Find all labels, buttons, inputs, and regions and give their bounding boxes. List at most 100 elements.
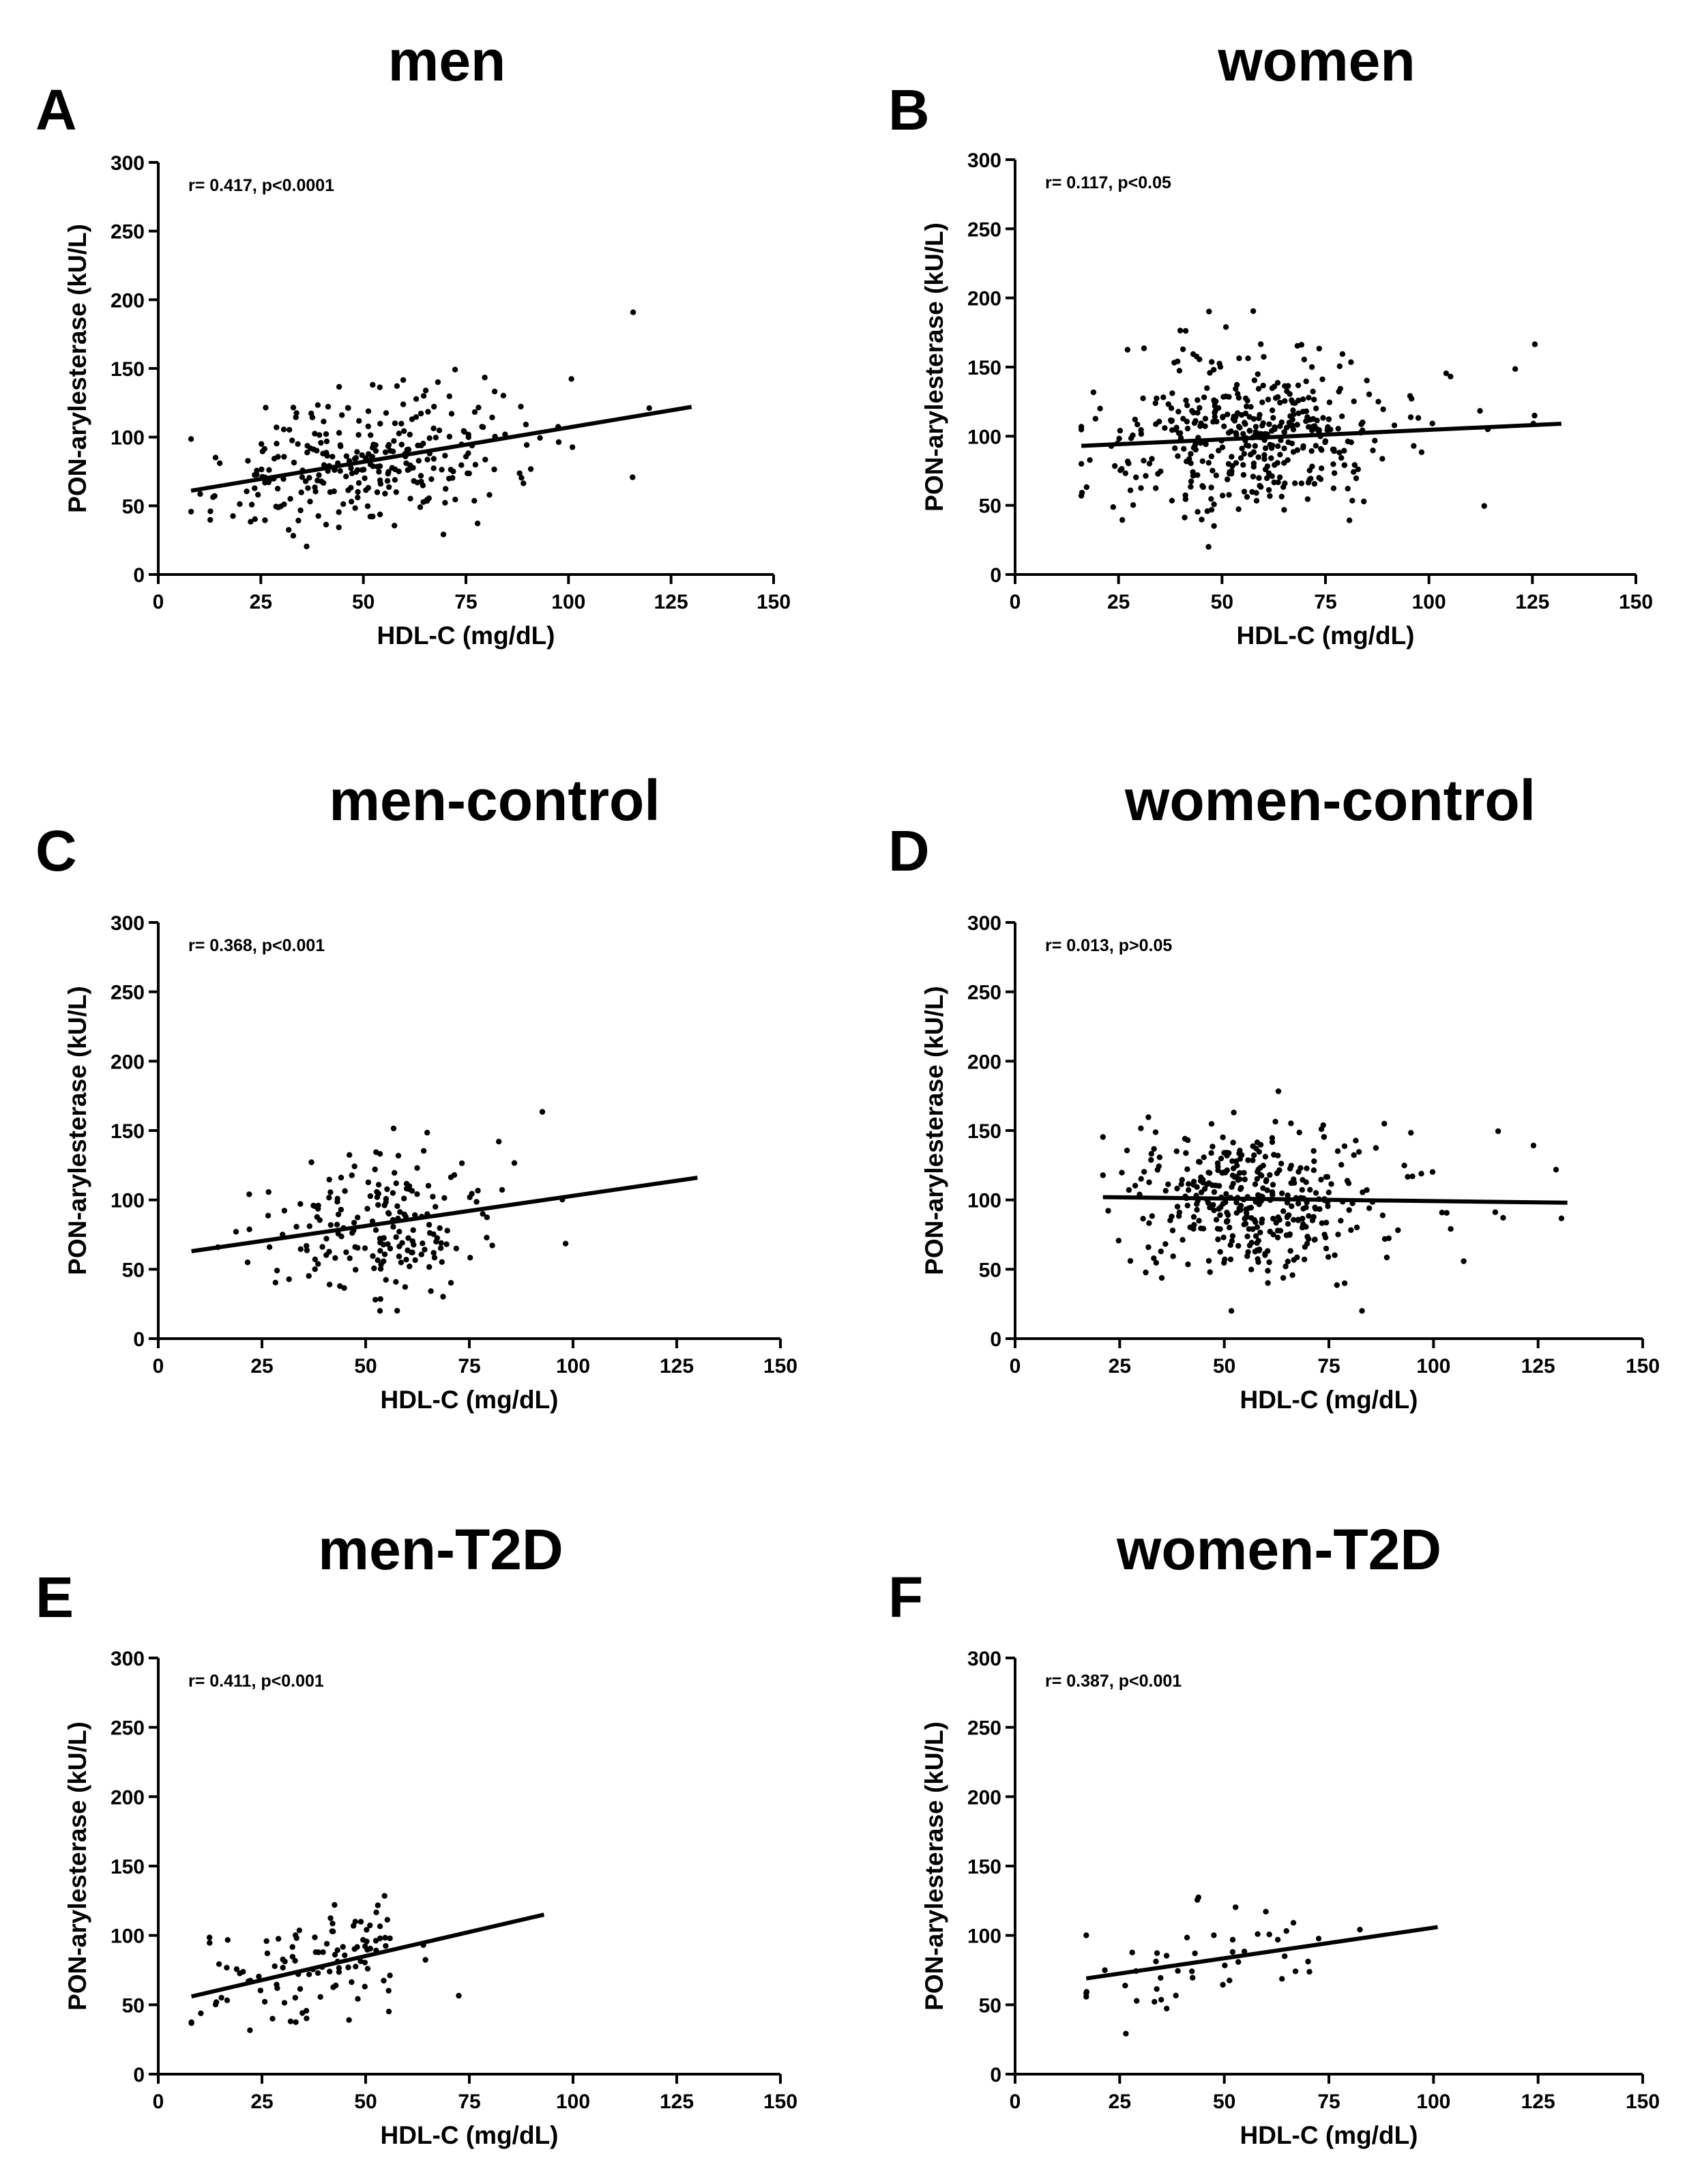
data-point — [1292, 1968, 1299, 1975]
data-point — [475, 1187, 481, 1194]
data-point — [1285, 457, 1291, 463]
data-point — [370, 1253, 376, 1260]
data-point — [1315, 1936, 1322, 1942]
data-point — [1216, 1182, 1222, 1189]
data-point — [1311, 396, 1317, 403]
data-point — [1357, 1927, 1363, 1933]
data-point — [403, 1257, 409, 1263]
y-tick-label: 50 — [979, 1259, 1001, 1281]
data-point — [491, 388, 498, 394]
data-point — [1306, 394, 1312, 401]
data-point — [334, 1199, 340, 1205]
data-point — [332, 1255, 338, 1262]
data-point — [1162, 1188, 1169, 1194]
data-point — [1348, 1227, 1354, 1234]
data-point — [401, 1211, 407, 1218]
data-point — [1132, 416, 1139, 423]
data-point — [1530, 1142, 1537, 1149]
data-point — [327, 1222, 334, 1228]
data-point — [1308, 424, 1315, 431]
data-point — [426, 495, 432, 501]
stat-annotation: r= 0.368, p<0.001 — [188, 936, 325, 955]
data-point — [391, 438, 397, 444]
data-point — [404, 447, 410, 453]
data-point — [1190, 1225, 1197, 1232]
data-point — [1291, 1180, 1298, 1186]
data-point — [425, 409, 431, 415]
data-point — [1175, 409, 1182, 415]
data-point — [1204, 1181, 1210, 1188]
data-point — [387, 448, 394, 454]
panel-title: men — [388, 29, 506, 93]
data-point — [355, 432, 362, 438]
data-point — [1366, 391, 1373, 398]
data-point — [1216, 360, 1222, 367]
data-point — [1250, 463, 1257, 470]
data-point — [1207, 1269, 1213, 1275]
data-point — [1201, 394, 1207, 401]
data-point — [1208, 496, 1214, 502]
stat-annotation: r= 0.417, p<0.0001 — [188, 176, 334, 195]
x-tick-label: 75 — [1317, 2091, 1340, 2113]
data-point — [323, 1940, 330, 1947]
data-point — [1260, 382, 1266, 389]
data-point — [1152, 1129, 1159, 1135]
data-point — [317, 1217, 323, 1223]
data-point — [293, 1223, 299, 1230]
data-point — [317, 432, 323, 438]
data-point — [1220, 1134, 1226, 1141]
data-point — [1148, 1156, 1154, 1163]
data-point — [1553, 1167, 1559, 1173]
data-point — [349, 1979, 355, 1985]
data-point — [1201, 1154, 1207, 1161]
data-point — [327, 1915, 334, 1921]
data-point — [385, 471, 391, 477]
data-point — [1143, 473, 1149, 479]
data-point — [1344, 1178, 1351, 1184]
data-point — [1199, 458, 1206, 465]
data-point — [426, 1264, 433, 1270]
data-point — [420, 1148, 427, 1154]
data-point — [315, 1949, 322, 1955]
data-point — [264, 1950, 271, 1957]
data-point — [216, 460, 223, 467]
y-tick-label: 300 — [967, 912, 1001, 935]
data-point — [434, 1235, 441, 1241]
x-tick-label: 0 — [1010, 2091, 1021, 2113]
data-point — [246, 1191, 252, 1197]
data-point — [1418, 1171, 1424, 1177]
x-tick-label: 50 — [354, 2091, 377, 2113]
data-point — [396, 1253, 402, 1260]
data-point — [465, 450, 471, 456]
data-point — [259, 441, 265, 447]
data-point — [1168, 405, 1175, 411]
data-point — [295, 441, 301, 447]
data-point — [1281, 446, 1287, 452]
data-point — [383, 410, 390, 416]
data-point — [1500, 1214, 1506, 1221]
data-point — [364, 1966, 371, 1972]
data-point — [351, 1946, 357, 1952]
data-point — [441, 1195, 448, 1202]
data-point — [351, 1163, 357, 1169]
data-point — [304, 443, 310, 449]
data-point — [314, 478, 321, 484]
data-point — [1132, 1182, 1139, 1189]
data-point — [1156, 418, 1162, 425]
data-point — [1209, 359, 1215, 365]
data-point — [342, 1952, 348, 1958]
data-point — [415, 458, 422, 464]
data-point — [188, 508, 194, 515]
data-point — [1235, 1242, 1242, 1249]
data-point — [446, 393, 452, 399]
data-point — [1151, 1146, 1157, 1152]
data-point — [1257, 1141, 1264, 1148]
data-point — [400, 377, 407, 383]
data-point — [1325, 1254, 1332, 1260]
data-point — [352, 505, 358, 511]
data-point — [1087, 457, 1093, 463]
data-point — [1300, 396, 1306, 403]
data-point — [1274, 1936, 1281, 1943]
data-point — [1339, 351, 1346, 358]
panel-letter: B — [888, 78, 930, 142]
